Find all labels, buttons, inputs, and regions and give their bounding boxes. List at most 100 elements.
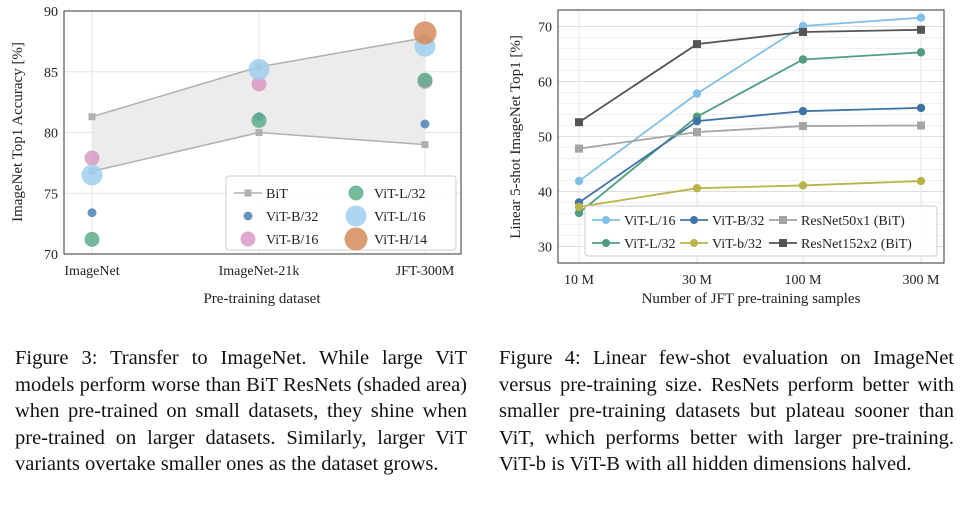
vit-l-16-point — [248, 58, 270, 80]
legend-vit-b-32-marker — [243, 211, 253, 221]
vit-b-32-marker — [574, 202, 584, 212]
legend-vit-b-32-label: ViT-B/32 — [712, 214, 764, 229]
bit-marker — [88, 113, 96, 121]
figure-3-series — [81, 21, 437, 247]
legend-vit-b-32-label: ViT-B/32 — [266, 210, 318, 225]
resnet50x1-bit-marker — [575, 144, 583, 153]
vit-b-32-marker — [798, 107, 808, 116]
y-tick-label: 60 — [538, 76, 552, 91]
legend-vit-b-16-marker — [240, 231, 256, 247]
figure-3-legend-box — [225, 175, 457, 251]
legend-vit-l-32-marker — [348, 185, 364, 201]
x-tick-label: 100 M — [785, 273, 823, 288]
legend-resnet50x1-bit-marker — [779, 216, 787, 224]
legend-vit-l-16-marker — [602, 216, 610, 224]
legend-vit-b-32-marker — [690, 216, 698, 224]
vit-b-32-marker — [692, 116, 702, 126]
bit-marker — [255, 129, 263, 136]
legend-vit-l-32-label: ViT-L/32 — [624, 237, 676, 252]
resnet152x2-bit-marker — [575, 118, 583, 127]
legend-resnet50x1-bit-label: ResNet50x1 (BiT) — [801, 214, 905, 229]
figure-4-series — [574, 13, 926, 218]
legend-vit-l-16-label: ViT-L/16 — [374, 210, 426, 225]
vit-b-32-marker — [916, 176, 926, 186]
vit-l-32-point — [417, 72, 433, 88]
figure-4-chart: 30 40 50 60 70 10 M 30 M 100 M 300 M Number of … — [508, 9, 945, 307]
vit-l-16-marker — [574, 176, 584, 186]
vit-h-14-point — [413, 21, 437, 45]
y-tick-label: 40 — [538, 186, 552, 201]
y-tick-label: 90 — [44, 5, 58, 20]
legend-vit-l-32-label: ViT-L/32 — [374, 187, 426, 202]
figure-3-caption: Figure 3: Transfer to ImageNet. While la… — [15, 347, 467, 475]
figure-4-legend-box — [584, 205, 938, 257]
resnet152x2-bit-line — [578, 28, 922, 123]
legend-resnet152x2-bit-marker — [779, 239, 787, 247]
vit-l-32-marker — [574, 208, 584, 218]
resnet152x2-bit-marker — [693, 40, 701, 49]
figure-4-caption: Figure 4: Linear few-shot evaluation on … — [499, 347, 954, 475]
x-tick-label: ImageNet — [64, 264, 119, 279]
resnet152x2-bit-marker — [799, 28, 807, 36]
vit-b-32-line — [578, 107, 922, 204]
vit-l-32-marker — [798, 55, 808, 64]
vit-l-16-point — [81, 164, 103, 186]
figure-4-x-axis-label: Number of JFT pre-training samples — [642, 291, 861, 307]
bit-marker — [421, 141, 429, 149]
figure-3-x-ticks: ImageNet ImageNet-21k JFT-300M — [64, 264, 454, 279]
x-tick-label: 10 M — [564, 273, 595, 288]
vit-l-16-marker — [692, 89, 702, 98]
figure-3-legend: BiT ViT-B/32 ViT-B/16 ViT-L/32 ViT-L/16 ViT-H… — [225, 175, 457, 251]
figure-3-x-axis-label: Pre-training dataset — [203, 291, 321, 307]
y-tick-label: 70 — [538, 21, 552, 36]
figure-3-y-ticks: 70 75 80 85 90 — [44, 5, 58, 263]
x-tick-label: 30 M — [682, 273, 713, 288]
y-tick-label: 85 — [44, 66, 58, 81]
vit-b-32-point — [87, 208, 97, 218]
x-tick-label: 300 M — [903, 273, 941, 288]
vit-b-32-marker — [798, 181, 808, 190]
legend-vit-l-16-label: ViT-L/16 — [624, 214, 676, 229]
x-tick-label: JFT-300M — [396, 264, 455, 279]
figure-4-y-ticks: 30 40 50 60 70 — [538, 21, 552, 256]
figure-3-y-axis-label: ImageNet Top1 Accuracy [%] — [10, 42, 26, 222]
legend-vit-b-32-label: ViT-b/32 — [712, 237, 762, 252]
resnet50x1-bit-line — [578, 124, 922, 150]
vit-l-16-marker — [916, 13, 926, 22]
y-tick-label: 80 — [44, 127, 58, 142]
legend-vit-l-16-marker — [345, 205, 367, 227]
vit-b-32-line — [578, 180, 922, 208]
y-tick-label: 70 — [44, 248, 58, 263]
vit-b-16-point — [84, 150, 100, 166]
vit-b-16-point — [251, 76, 267, 92]
x-tick-label: ImageNet-21k — [219, 264, 300, 279]
figure-3-axes-frame — [63, 10, 462, 255]
y-tick-label: 50 — [538, 131, 552, 146]
vit-b-32-marker — [692, 184, 702, 193]
legend-bit-marker — [244, 189, 252, 197]
resnet152x2-bit-marker — [917, 25, 925, 34]
legend-resnet152x2-bit-label: ResNet152x2 (BiT) — [801, 237, 912, 252]
legend-vit-h-14-marker — [344, 227, 368, 251]
vit-b-32-marker — [916, 103, 926, 113]
figure-4-y-axis-label: Linear 5-shot ImageNet Top1 [%] — [508, 35, 524, 239]
vit-l-32-line — [578, 51, 922, 214]
vit-l-32-point — [84, 231, 100, 247]
legend-bit-label: BiT — [266, 187, 288, 202]
vit-b-32-point — [420, 119, 430, 129]
legend-vit-b-16-label: ViT-B/16 — [266, 233, 318, 248]
legend-vit-h-14-label: ViT-H/14 — [374, 233, 427, 248]
y-tick-label: 30 — [538, 241, 552, 256]
legend-vit-b-32-marker — [690, 239, 698, 247]
figure-4-legend: ViT-L/16 ViT-B/32 ResNet50x1 (BiT) ViT-L/32… — [584, 205, 938, 257]
resnet50x1-bit-marker — [693, 128, 701, 137]
vit-l-16-line — [578, 16, 922, 182]
vit-l-32-point — [251, 112, 267, 128]
y-tick-label: 75 — [44, 187, 58, 202]
figure-4-axes-frame — [557, 9, 945, 264]
figure-4-x-ticks: 10 M 30 M 100 M 300 M — [564, 273, 940, 288]
resnet50x1-bit-marker — [799, 122, 807, 131]
vit-l-32-marker — [916, 48, 926, 57]
